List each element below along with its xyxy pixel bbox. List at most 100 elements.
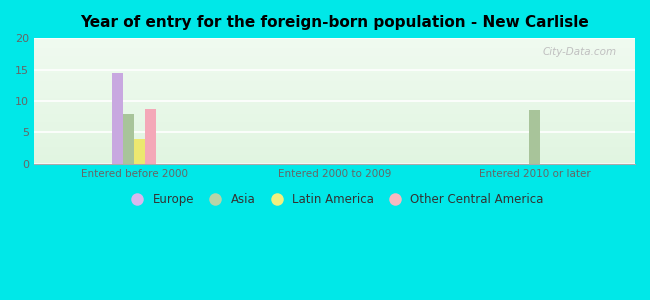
- Bar: [34, 61, 635, 62]
- Bar: [34, 71, 635, 72]
- Bar: [34, 153, 635, 154]
- Bar: [34, 84, 635, 85]
- Bar: [34, 112, 635, 113]
- Bar: [34, 66, 635, 67]
- Bar: [112, 73, 123, 164]
- Bar: [34, 87, 635, 88]
- Bar: [34, 105, 635, 106]
- Bar: [34, 82, 635, 83]
- Bar: [34, 85, 635, 86]
- Bar: [34, 109, 635, 110]
- Bar: [34, 110, 635, 111]
- Bar: [34, 126, 635, 127]
- Bar: [34, 98, 635, 99]
- Bar: [34, 86, 635, 87]
- Bar: [34, 55, 635, 56]
- Bar: [34, 119, 635, 120]
- Bar: [34, 158, 635, 159]
- Bar: [34, 125, 635, 126]
- Bar: [34, 148, 635, 149]
- Bar: [34, 45, 635, 46]
- Bar: [34, 115, 635, 116]
- Bar: [34, 133, 635, 134]
- Bar: [34, 59, 635, 60]
- Bar: [34, 129, 635, 130]
- Bar: [34, 57, 635, 58]
- Bar: [34, 79, 635, 80]
- Bar: [34, 116, 635, 117]
- Bar: [34, 96, 635, 97]
- Bar: [34, 130, 635, 131]
- Bar: [34, 140, 635, 141]
- Bar: [34, 93, 635, 94]
- Bar: [34, 64, 635, 65]
- Bar: [34, 128, 635, 129]
- Bar: [34, 114, 635, 115]
- Bar: [34, 58, 635, 59]
- Bar: [34, 108, 635, 109]
- Bar: [145, 109, 156, 164]
- Bar: [34, 76, 635, 77]
- Bar: [134, 139, 145, 164]
- Bar: [34, 143, 635, 144]
- Bar: [34, 121, 635, 122]
- Title: Year of entry for the foreign-born population - New Carlisle: Year of entry for the foreign-born popul…: [80, 15, 589, 30]
- Bar: [34, 90, 635, 91]
- Bar: [34, 80, 635, 81]
- Bar: [34, 146, 635, 147]
- Bar: [34, 42, 635, 43]
- Bar: [34, 113, 635, 114]
- Bar: [34, 124, 635, 125]
- Bar: [34, 160, 635, 161]
- Bar: [34, 137, 635, 138]
- Bar: [34, 156, 635, 157]
- Bar: [34, 70, 635, 71]
- Bar: [34, 120, 635, 121]
- Bar: [34, 81, 635, 82]
- Bar: [34, 72, 635, 73]
- Bar: [34, 89, 635, 90]
- Bar: [34, 118, 635, 119]
- Bar: [34, 88, 635, 89]
- Bar: [34, 52, 635, 53]
- Bar: [34, 100, 635, 101]
- Bar: [34, 46, 635, 47]
- Bar: [34, 39, 635, 40]
- Bar: [34, 144, 635, 145]
- Bar: [34, 134, 635, 135]
- Bar: [34, 155, 635, 156]
- Bar: [34, 154, 635, 155]
- Bar: [529, 110, 540, 164]
- Bar: [34, 48, 635, 49]
- Bar: [34, 43, 635, 44]
- Bar: [34, 132, 635, 133]
- Bar: [34, 123, 635, 124]
- Bar: [34, 139, 635, 140]
- Bar: [34, 104, 635, 105]
- Bar: [34, 106, 635, 107]
- Bar: [34, 99, 635, 100]
- Bar: [34, 136, 635, 137]
- Bar: [34, 78, 635, 79]
- Bar: [34, 142, 635, 143]
- Legend: Europe, Asia, Latin America, Other Central America: Europe, Asia, Latin America, Other Centr…: [120, 188, 549, 211]
- Bar: [34, 103, 635, 104]
- Bar: [34, 135, 635, 136]
- Bar: [34, 151, 635, 152]
- Bar: [34, 111, 635, 112]
- Bar: [34, 83, 635, 84]
- Bar: [34, 162, 635, 163]
- Bar: [34, 74, 635, 75]
- Bar: [34, 131, 635, 132]
- Bar: [34, 94, 635, 95]
- Bar: [34, 40, 635, 41]
- Bar: [34, 145, 635, 146]
- Bar: [34, 54, 635, 55]
- Bar: [34, 122, 635, 123]
- Bar: [34, 102, 635, 103]
- Bar: [34, 147, 635, 148]
- Bar: [34, 107, 635, 108]
- Bar: [34, 41, 635, 42]
- Bar: [34, 73, 635, 74]
- Bar: [34, 157, 635, 158]
